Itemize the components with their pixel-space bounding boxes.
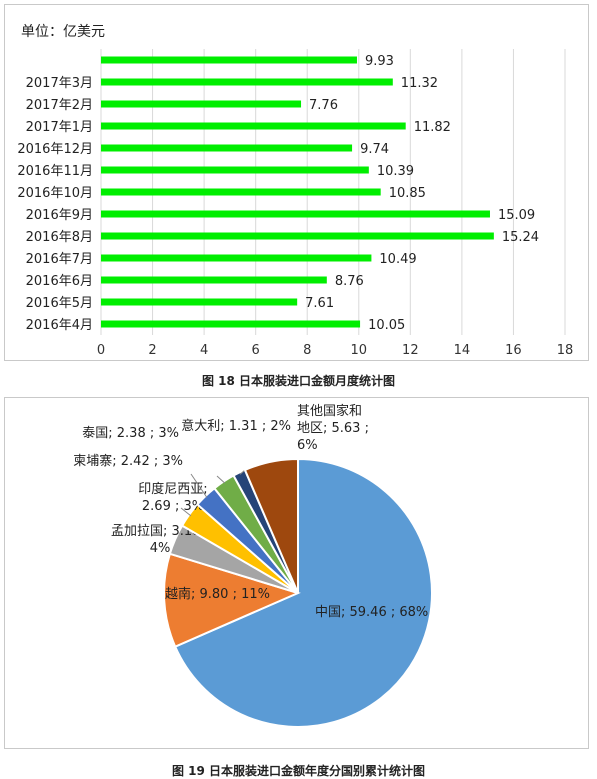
- slice-label: 泰国; 2.38 ; 3%: [82, 426, 179, 441]
- x-tick-label: 16: [505, 343, 522, 358]
- bar: [101, 56, 357, 64]
- slice-label: 意大利; 1.31 ; 2%: [181, 418, 291, 434]
- bar: [101, 166, 369, 174]
- bar-value-label: 11.82: [414, 120, 451, 135]
- leader-line: [180, 507, 192, 517]
- unit-label: 单位：亿美元: [21, 24, 105, 40]
- bar-value-label: 7.61: [305, 296, 334, 311]
- x-tick-label: 8: [303, 343, 311, 358]
- slice-label: 柬埔寨; 2.42 ; 3%: [73, 453, 183, 469]
- x-tick-label: 2: [148, 343, 156, 358]
- category-label: 2016年6月: [26, 274, 93, 289]
- x-tick-label: 12: [402, 343, 419, 358]
- leader-line: [216, 475, 226, 484]
- slice-label: 其他国家和: [297, 403, 362, 419]
- bar: [101, 232, 494, 240]
- bar: [101, 298, 298, 306]
- bar-chart: 0 2 4 6 8 10 12 14 16 18 9.93 11.32 2017年3月 7.76 2017年…: [17, 49, 574, 358]
- bar-value-label: 15.24: [502, 230, 539, 245]
- category-label: 2016年4月: [26, 318, 93, 333]
- category-label: 2016年12月: [17, 142, 93, 157]
- x-tick-label: 0: [97, 343, 105, 358]
- bar: [101, 276, 327, 284]
- pie-chart: 中国; 59.46 ; 68%越南; 9.80 ; 11%孟加拉国; 3.18 …: [73, 403, 433, 728]
- bar-value-label: 10.05: [368, 318, 405, 333]
- category-label: 2016年11月: [17, 164, 93, 179]
- leader-line: [190, 473, 208, 498]
- bar-value-label: 11.32: [401, 76, 438, 91]
- bar: [101, 320, 361, 328]
- pie-slice: [163, 552, 301, 648]
- bar-value-label: 15.09: [498, 208, 535, 223]
- slice-label: 地区; 5.63 ;: [297, 421, 369, 436]
- bar-chart-frame: 单位：亿美元 0 2 4 6 8 10 12 14 16 18 9.93 11.32 2017年3月 7.…: [4, 4, 589, 361]
- category-label: 2016年10月: [17, 186, 93, 201]
- category-label: 2016年7月: [26, 252, 93, 267]
- slice-label: 2.69 ; 3%: [142, 499, 204, 514]
- pie-slice: [243, 457, 299, 594]
- bar: [101, 210, 490, 218]
- slice-label: 4%: [150, 541, 171, 556]
- pie-chart-caption: 图 19 日本服装进口金额年度分国别累计统计图: [171, 764, 426, 778]
- bar: [101, 100, 302, 108]
- bar: [101, 144, 353, 152]
- x-tick-label: 6: [252, 343, 260, 358]
- x-tick-label: 14: [454, 343, 471, 358]
- x-tick-label: 4: [200, 343, 208, 358]
- x-tick-label: 10: [351, 343, 368, 358]
- bar: [101, 254, 372, 262]
- category-label: 2017年2月: [26, 98, 93, 113]
- bar-value-label: 9.93: [365, 54, 394, 69]
- pie-chart-frame: 中国; 59.46 ; 68% 越南; 9.80 ; 11% 孟加拉国; 3.18 …: [4, 397, 589, 749]
- slice-label: 6%: [297, 438, 318, 453]
- bar: [101, 188, 381, 196]
- bar-chart-caption: 图 18 日本服装进口金额月度统计图: [201, 374, 396, 388]
- category-label: 2016年9月: [26, 208, 93, 223]
- category-label: 2016年8月: [26, 230, 93, 245]
- x-tick-label: 18: [557, 343, 574, 358]
- pie-slice: [173, 457, 433, 728]
- bar-value-label: 9.74: [360, 142, 389, 157]
- category-label: 2017年1月: [26, 120, 93, 135]
- category-label: 2017年3月: [26, 76, 93, 91]
- bar-value-label: 7.76: [309, 98, 338, 113]
- slice-label: 中国; 59.46 ; 68%: [315, 605, 428, 620]
- bar: [101, 78, 393, 86]
- bar-value-label: 10.39: [377, 164, 414, 179]
- bar-value-label: 10.49: [379, 252, 416, 267]
- bar-value-label: 8.76: [335, 274, 364, 289]
- slice-label: 印度尼西亚;: [138, 481, 207, 497]
- category-label: 2016年5月: [26, 296, 93, 311]
- bar-value-label: 10.85: [389, 186, 426, 201]
- leader-line: [239, 469, 246, 475]
- bar: [101, 122, 406, 130]
- slice-label: 越南; 9.80 ; 11%: [165, 586, 270, 602]
